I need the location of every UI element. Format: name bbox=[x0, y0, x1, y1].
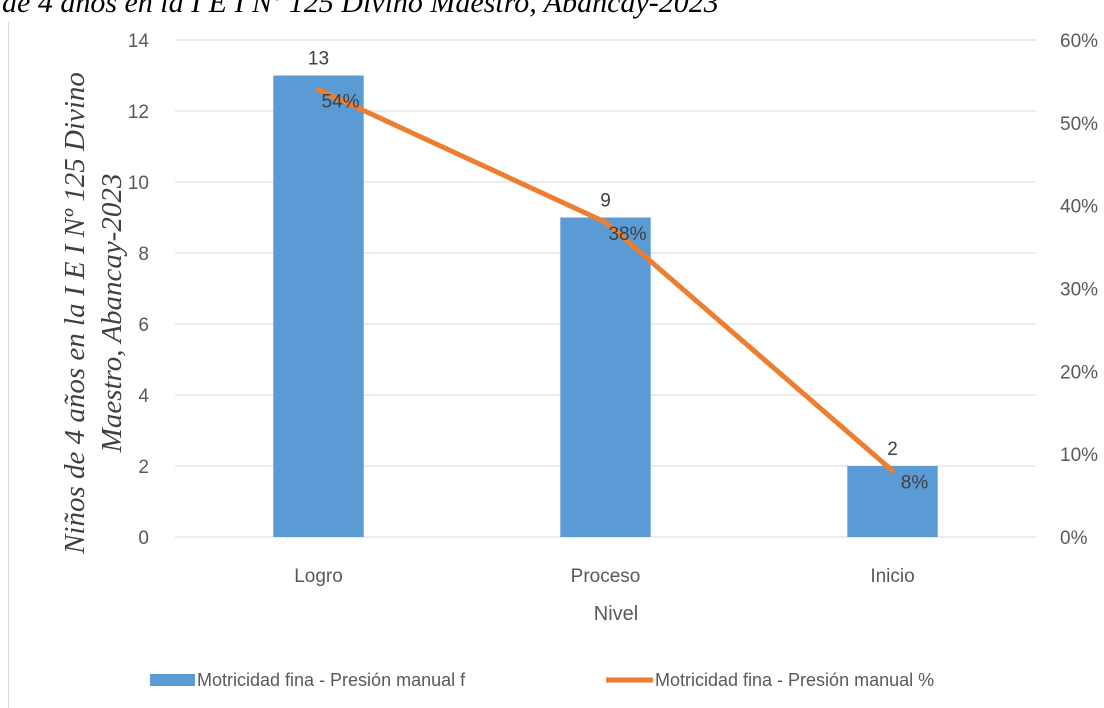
axis-ticks: 0 2 4 6 8 10 12 14 0% 10% 20% 30% 40% 50% 60% Logro Proc… bbox=[128, 31, 1098, 587]
bar-data-label: 13 bbox=[308, 49, 329, 70]
legend-bar-label: Motricidad fina - Presión manual f bbox=[197, 670, 466, 690]
legend-bar-swatch bbox=[150, 674, 195, 686]
data-labels: 13 9 2 54% 38% 8% bbox=[308, 49, 928, 494]
x-axis-title: Nivel bbox=[594, 603, 638, 625]
line-data-label: 38% bbox=[608, 224, 646, 245]
line-data-label: 8% bbox=[901, 473, 929, 494]
y-axis-title-line-2: Maestro, Abancay-2023 bbox=[96, 174, 128, 454]
y2-tick-label: 50% bbox=[1060, 114, 1098, 135]
chart-caption: de 4 años en la I E I Nº 125 Divino Maes… bbox=[2, 0, 719, 19]
bar-data-label: 2 bbox=[887, 439, 898, 460]
chart-frame-border bbox=[8, 22, 9, 708]
legend: Motricidad fina - Presión manual f Motri… bbox=[150, 670, 934, 690]
y2-tick-label: 0% bbox=[1060, 528, 1088, 549]
y-tick-label: 6 bbox=[138, 315, 149, 336]
y-tick-label: 2 bbox=[138, 457, 149, 478]
bar bbox=[847, 466, 938, 537]
line-data-label: 54% bbox=[321, 92, 359, 113]
y-tick-label: 0 bbox=[138, 528, 149, 549]
y2-tick-label: 10% bbox=[1060, 445, 1098, 466]
legend-line-label: Motricidad fina - Presión manual % bbox=[655, 670, 934, 690]
legend-item-line: Motricidad fina - Presión manual % bbox=[606, 670, 934, 690]
x-tick-label: Logro bbox=[294, 566, 343, 587]
y-tick-label: 4 bbox=[138, 386, 149, 407]
y-tick-label: 10 bbox=[128, 173, 149, 194]
legend-item-bar: Motricidad fina - Presión manual f bbox=[150, 670, 466, 690]
y2-tick-label: 40% bbox=[1060, 197, 1098, 218]
y2-tick-label: 60% bbox=[1060, 31, 1098, 52]
bar bbox=[273, 75, 364, 537]
x-tick-label: Proceso bbox=[571, 566, 641, 587]
y-axis-title: Niños de 4 años en la I E I Nº 125 Divin… bbox=[59, 72, 128, 555]
y-tick-label: 12 bbox=[128, 102, 149, 123]
y2-tick-label: 20% bbox=[1060, 362, 1098, 383]
line-series bbox=[316, 87, 895, 474]
y-axis-title-line-1: Niños de 4 años en la I E I Nº 125 Divin… bbox=[59, 72, 91, 555]
bar-data-label: 9 bbox=[600, 191, 611, 212]
bar-series bbox=[273, 75, 938, 537]
y-tick-label: 14 bbox=[128, 31, 150, 52]
bar bbox=[560, 217, 651, 537]
y-tick-label: 8 bbox=[138, 244, 149, 265]
x-tick-label: Inicio bbox=[870, 566, 914, 587]
y2-tick-label: 30% bbox=[1060, 280, 1098, 301]
